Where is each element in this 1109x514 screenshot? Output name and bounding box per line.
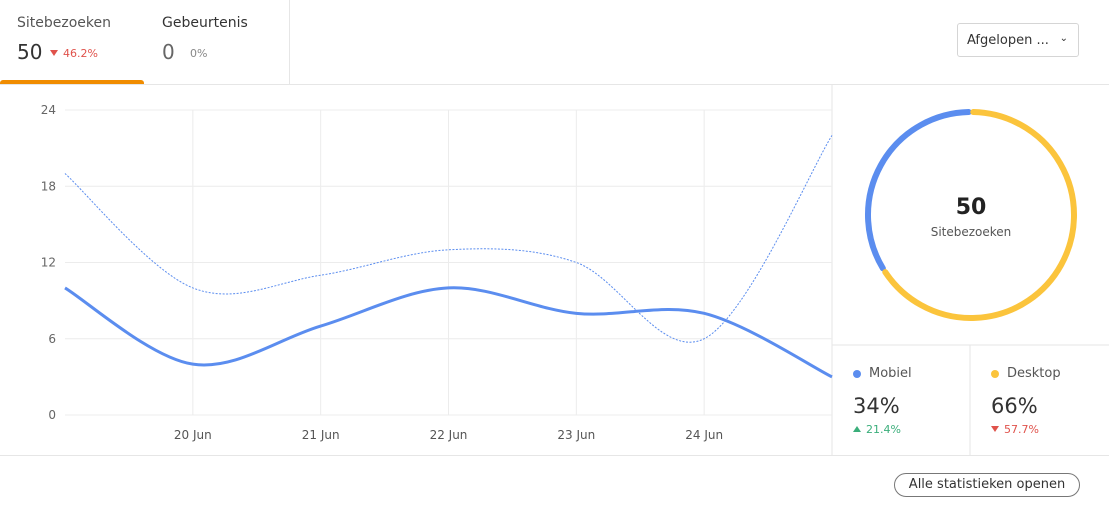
open-stats-button[interactable]: Alle statistieken openen: [894, 473, 1080, 497]
tab-label: Gebeurtenis: [162, 15, 248, 31]
tab-label: Sitebezoeken: [17, 15, 112, 31]
donut-total: 50: [956, 195, 987, 220]
donut-slice: [865, 109, 972, 272]
donut-slice: [882, 109, 1077, 321]
share-value: 66%: [991, 394, 1038, 418]
legend-label: Mobiel: [869, 366, 912, 381]
caret: ⌄: [1059, 33, 1068, 44]
share-change: 57.7%: [991, 423, 1039, 436]
series-line: [64, 286, 833, 379]
tab-change: 46.2%: [50, 47, 98, 60]
y-tick-label: 12: [41, 256, 56, 270]
x-tick-label: 24 Jun: [685, 428, 723, 442]
y-tick-label: 0: [48, 408, 56, 422]
change-text: 21.4%: [866, 423, 901, 436]
x-tick-label: 22 Jun: [430, 428, 468, 442]
device-stat: Mobiel 34% 21.4%: [833, 346, 971, 455]
x-tick-label: 20 Jun: [174, 428, 212, 442]
y-tick-label: 6: [48, 332, 56, 346]
legend-dot: [991, 370, 999, 378]
tab-value: 50: [17, 40, 43, 64]
change-text: 57.7%: [1004, 423, 1039, 436]
change-text: 0%: [190, 47, 208, 60]
active-indicator: [0, 80, 144, 85]
legend-label: Desktop: [1007, 366, 1061, 381]
x-tick-label: 23 Jun: [557, 428, 595, 442]
series-line: [64, 135, 833, 343]
donut-label: Sitebezoeken: [931, 225, 1012, 239]
y-tick-label: 24: [41, 103, 56, 117]
trend-arrow: [853, 426, 861, 432]
tab-value: 0: [162, 40, 175, 64]
y-tick-label: 18: [41, 179, 56, 193]
tab-change: 0%: [190, 47, 207, 60]
x-tick-label: 21 Jun: [302, 428, 340, 442]
device-stat: Desktop 66% 57.7%: [971, 346, 1109, 455]
share-change: 21.4%: [853, 423, 901, 436]
change-text: 46.2%: [63, 47, 98, 60]
legend-dot: [853, 370, 861, 378]
trend-arrow: [50, 50, 58, 56]
tab[interactable]: Gebeurtenis 0 0%: [145, 0, 290, 84]
divider: [0, 84, 1109, 85]
tab[interactable]: Sitebezoeken 50 46.2%: [0, 0, 144, 85]
share-value: 34%: [853, 394, 900, 418]
trend-arrow: [991, 426, 999, 432]
period-dropdown[interactable]: Afgelopen ... ⌄: [957, 23, 1079, 57]
divider: [0, 455, 1109, 456]
dropdown-label: Afgelopen ...: [967, 33, 1049, 48]
